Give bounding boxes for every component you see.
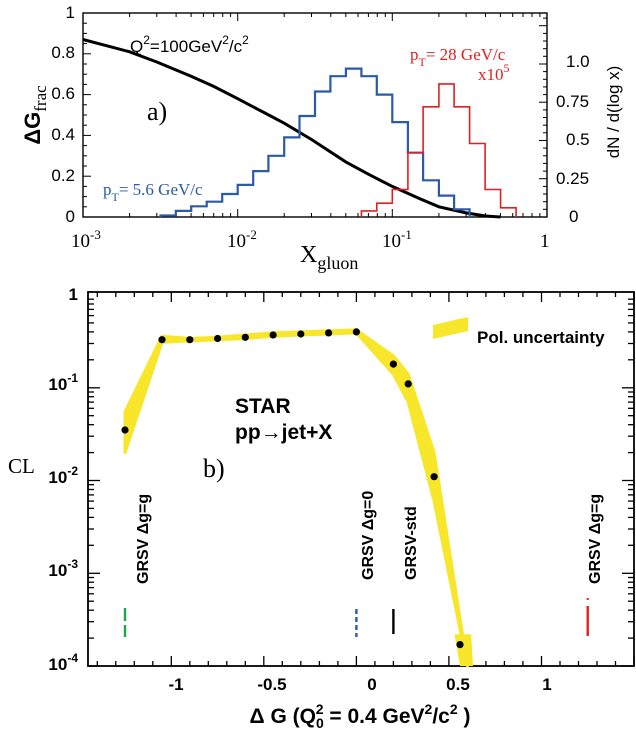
panel-b-ticks (88, 292, 635, 667)
b-data-point (352, 328, 360, 336)
b-ylabel: CL (8, 454, 35, 478)
a-ytick-3: 0.6 (51, 84, 75, 103)
a-ytick-1: 0.2 (51, 166, 75, 185)
a-xtick-2: 10-1 (382, 227, 412, 252)
b-data-point (241, 333, 249, 341)
a-ylabel-right: dN / d(log x) (604, 66, 623, 159)
b-data-point (269, 331, 277, 339)
a-xtick-1: 10-2 (227, 227, 257, 252)
a-series-curve (82, 38, 501, 219)
a-ylabel-left: ΔGfrac (20, 85, 50, 145)
a-xlabel: Xgluon (300, 242, 358, 273)
b-marker-label-2: GRSV-std (403, 506, 420, 580)
a-xtick-3: 1 (540, 231, 550, 252)
b-legend-label: Pol. uncertainty (477, 328, 605, 347)
b-xtick-2: 0 (367, 675, 376, 694)
b-ytick-0: 1 (69, 285, 78, 304)
a-ytick-0: 0 (66, 207, 75, 226)
b-title-line-2: pp→jet+X (235, 421, 332, 444)
b-marker-label-0: GRSV Δg=g (135, 494, 152, 584)
a-q2-annotation: Q2=100GeV2/c2 (130, 33, 249, 56)
a-pt-high-label: pT= 28 GeV/c (410, 45, 506, 69)
a-series-pt-low-histogram (159, 67, 471, 217)
b-ytick-3: 10-3 (48, 557, 78, 580)
b-data-point (186, 336, 194, 344)
a-xtick-0: 10-3 (71, 227, 101, 252)
b-data-point (214, 334, 222, 343)
b-xlabel: Δ G (Q02 = 0.4 GeV2/c2 ) (250, 701, 471, 731)
a-series-pt-high-histogram (360, 83, 517, 217)
b-legend-swatch (433, 317, 468, 339)
b-xtick-4: 1 (542, 675, 551, 694)
b-data-point (389, 360, 397, 368)
b-xtick-3: 0.5 (446, 675, 470, 694)
b-data-point (404, 380, 412, 388)
b-panel-label: b) (203, 454, 225, 483)
b-ytick-2: 10-2 (48, 464, 78, 487)
b-data-point (158, 336, 166, 344)
panel-a-ticks (82, 12, 547, 218)
b-marker-label-3: GRSV Δg=g (587, 494, 604, 584)
a-panel-label: a) (147, 97, 167, 126)
b-uncertainty-band (123, 328, 469, 668)
panel-a-series (82, 38, 517, 219)
b-data-point (325, 329, 333, 337)
b-uncertainty-band-tail (454, 634, 473, 666)
a-rtick-0: 0 (569, 207, 578, 226)
a-rtick-4: 1.0 (566, 52, 590, 71)
a-rtick-3: 0.75 (556, 92, 589, 111)
panel-b-frame (87, 291, 635, 667)
panel-b: 1 10-1 10-2 10-3 10-4 -1 -0.5 0 0.5 1 Δ … (8, 285, 635, 731)
b-title-line-1: STAR (235, 395, 291, 418)
b-xtick-1: -0.5 (257, 675, 286, 694)
b-data-point (456, 641, 464, 649)
b-data-point (121, 426, 129, 434)
a-rtick-1: 0.25 (556, 169, 589, 188)
b-legend: Pol. uncertainty (433, 317, 605, 347)
a-ytick-5: 1 (66, 3, 75, 22)
panel-b-markers (123, 598, 589, 637)
b-marker-label-1: GRSV Δg=0 (360, 491, 377, 580)
a-ytick-2: 0.4 (51, 125, 75, 144)
a-pt-low-label: pT= 5.6 GeV/c (103, 180, 203, 204)
panel-a: 0 0.2 0.4 0.6 0.8 1 0 0.25 0.5 0.75 1.0 … (20, 3, 623, 273)
a-rtick-2: 0.5 (566, 130, 590, 149)
a-ytick-4: 0.8 (51, 43, 75, 62)
b-xtick-0: -1 (168, 675, 183, 694)
panel-b-points (121, 328, 464, 649)
b-data-point (297, 330, 305, 338)
b-ytick-1: 10-1 (48, 371, 78, 394)
b-ytick-4: 10-4 (48, 651, 78, 674)
a-scale-label: x105 (478, 61, 510, 84)
b-data-point (430, 473, 438, 481)
panel-b-band-group (123, 328, 473, 668)
